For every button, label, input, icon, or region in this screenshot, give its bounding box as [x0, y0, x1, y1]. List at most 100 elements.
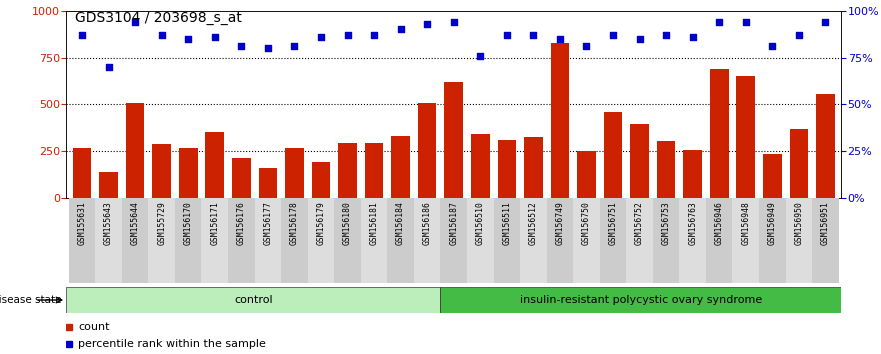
Bar: [95, 198, 122, 283]
Point: [420, 21, 434, 27]
Bar: [577, 152, 596, 198]
Bar: [440, 287, 841, 313]
Text: GSM155644: GSM155644: [130, 201, 139, 245]
Bar: [205, 132, 224, 198]
Text: GSM155729: GSM155729: [157, 201, 167, 245]
Text: disease state: disease state: [0, 295, 62, 305]
Bar: [603, 112, 622, 198]
Bar: [737, 76, 755, 198]
Bar: [100, 172, 118, 198]
Text: GSM156750: GSM156750: [582, 201, 591, 245]
Text: GSM156951: GSM156951: [821, 201, 830, 245]
Text: GSM156176: GSM156176: [237, 201, 246, 245]
Point: [394, 27, 408, 32]
Text: GSM156178: GSM156178: [290, 201, 299, 245]
Bar: [148, 198, 175, 283]
Bar: [69, 198, 95, 283]
Bar: [307, 198, 334, 283]
Bar: [152, 144, 171, 198]
Point: [261, 45, 275, 51]
Bar: [388, 198, 414, 283]
Bar: [789, 129, 808, 198]
Text: GSM156946: GSM156946: [714, 201, 723, 245]
Bar: [418, 103, 436, 198]
Text: GDS3104 / 203698_s_at: GDS3104 / 203698_s_at: [75, 11, 241, 25]
Text: percentile rank within the sample: percentile rank within the sample: [78, 339, 266, 349]
Text: GSM156177: GSM156177: [263, 201, 272, 245]
Bar: [66, 287, 440, 313]
Bar: [471, 135, 490, 198]
Bar: [551, 42, 569, 198]
Bar: [786, 198, 812, 283]
Bar: [812, 198, 839, 283]
Point: [181, 36, 196, 42]
Bar: [467, 198, 493, 283]
Point: [792, 32, 806, 38]
Point: [500, 32, 514, 38]
Bar: [202, 198, 228, 283]
Bar: [285, 148, 304, 198]
Point: [447, 19, 461, 25]
Text: GSM156179: GSM156179: [316, 201, 325, 245]
Text: GSM156187: GSM156187: [449, 201, 458, 245]
Point: [75, 32, 89, 38]
Bar: [440, 198, 467, 283]
Point: [340, 32, 354, 38]
Text: GSM156763: GSM156763: [688, 201, 697, 245]
Bar: [312, 162, 330, 198]
Bar: [710, 69, 729, 198]
Point: [766, 44, 780, 49]
Bar: [255, 198, 281, 283]
Bar: [122, 198, 148, 283]
Text: GSM156511: GSM156511: [502, 201, 511, 245]
Text: GSM156751: GSM156751: [609, 201, 618, 245]
Bar: [73, 148, 92, 198]
Text: GSM156510: GSM156510: [476, 201, 485, 245]
Text: insulin-resistant polycystic ovary syndrome: insulin-resistant polycystic ovary syndr…: [520, 295, 762, 305]
Bar: [732, 198, 759, 283]
Bar: [444, 82, 463, 198]
Bar: [684, 150, 702, 198]
Point: [553, 36, 567, 42]
Bar: [574, 198, 600, 283]
Bar: [759, 198, 786, 283]
Bar: [228, 198, 255, 283]
Text: GSM156949: GSM156949: [768, 201, 777, 245]
Point: [712, 19, 726, 25]
Text: GSM156171: GSM156171: [211, 201, 219, 245]
Text: GSM156181: GSM156181: [369, 201, 379, 245]
Bar: [391, 136, 410, 198]
Bar: [281, 198, 307, 283]
Bar: [653, 198, 679, 283]
Point: [367, 32, 381, 38]
Text: count: count: [78, 321, 110, 332]
Text: GSM156180: GSM156180: [343, 201, 352, 245]
Point: [208, 34, 222, 40]
Bar: [338, 143, 357, 198]
Bar: [524, 137, 543, 198]
Bar: [679, 198, 706, 283]
Bar: [361, 198, 388, 283]
Text: GSM155643: GSM155643: [104, 201, 113, 245]
Bar: [816, 94, 834, 198]
Point: [473, 53, 487, 58]
Bar: [630, 124, 649, 198]
Text: GSM156184: GSM156184: [396, 201, 405, 245]
Point: [685, 34, 700, 40]
Bar: [657, 141, 676, 198]
Bar: [763, 154, 781, 198]
Point: [606, 32, 620, 38]
Point: [633, 36, 647, 42]
Text: GSM156512: GSM156512: [529, 201, 538, 245]
Bar: [498, 140, 516, 198]
Bar: [175, 198, 202, 283]
Text: control: control: [233, 295, 272, 305]
Text: GSM156753: GSM156753: [662, 201, 670, 245]
Bar: [706, 198, 732, 283]
Bar: [334, 198, 361, 283]
Text: GSM156752: GSM156752: [635, 201, 644, 245]
Point: [287, 44, 301, 49]
Point: [739, 19, 753, 25]
Text: GSM156950: GSM156950: [795, 201, 803, 245]
Point: [154, 32, 168, 38]
